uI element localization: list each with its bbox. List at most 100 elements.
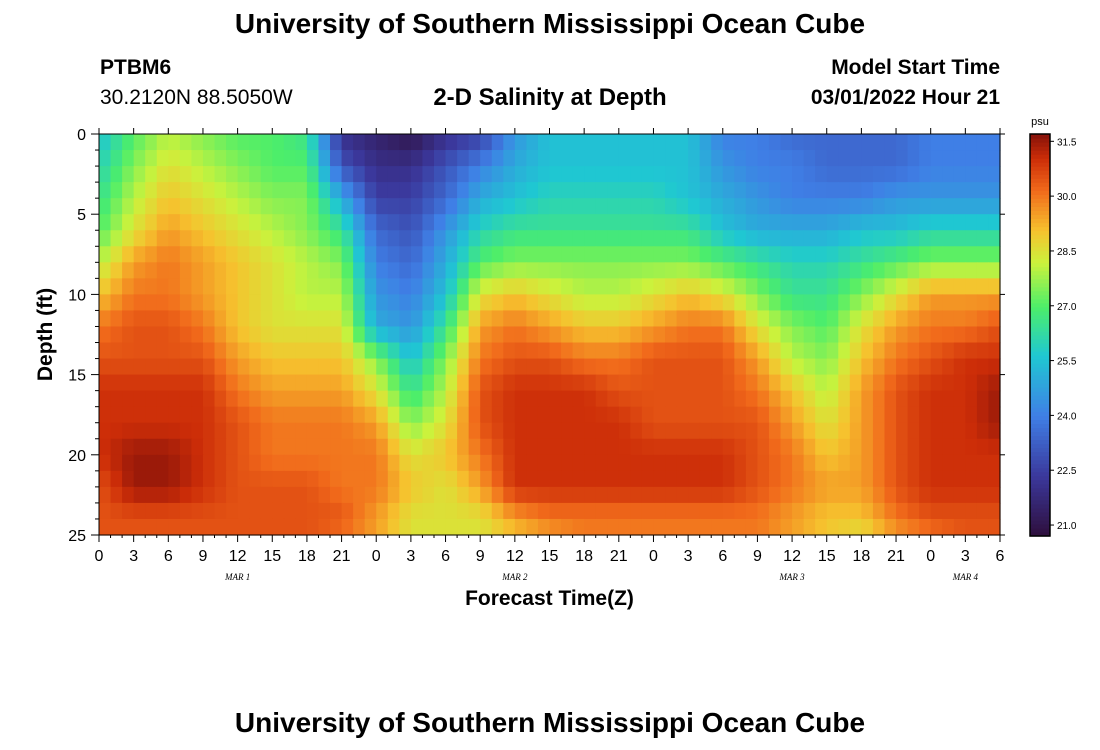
heatmap-cell [468, 326, 481, 344]
heatmap-cell [306, 262, 320, 279]
heatmap-cell [803, 438, 816, 456]
heatmap-cell [849, 294, 862, 312]
heatmap-cell [688, 486, 701, 504]
heatmap-cell [584, 438, 597, 456]
heatmap-cell [734, 422, 747, 440]
heatmap-cell [572, 422, 585, 440]
heatmap-cell [815, 294, 828, 312]
heatmap-cell [272, 486, 285, 504]
heatmap-cell [965, 486, 978, 504]
heatmap-cell [815, 310, 828, 328]
heatmap-cell [734, 294, 747, 312]
heatmap-cell [191, 262, 204, 279]
heatmap-cell [630, 198, 643, 215]
heatmap-cell [353, 486, 366, 504]
y-tick-label: 5 [77, 207, 86, 224]
heatmap-cell [722, 166, 735, 183]
heatmap-cell [191, 470, 204, 488]
heatmap-cell [330, 182, 343, 199]
heatmap-cell [249, 246, 262, 263]
heatmap-cell [676, 150, 689, 167]
heatmap-cell [768, 390, 782, 408]
heatmap-cell [387, 518, 400, 536]
heatmap-cell [896, 134, 909, 151]
heatmap-cell [561, 294, 574, 312]
heatmap-cell [849, 342, 862, 360]
heatmap-cell [249, 374, 262, 392]
heatmap-cell [214, 358, 227, 376]
heatmap-cell [122, 470, 135, 488]
heatmap-cell [757, 262, 770, 279]
heatmap-cell [907, 342, 920, 360]
heatmap-cell [803, 150, 816, 167]
heatmap-cell [249, 486, 262, 504]
heatmap-cell [641, 470, 655, 488]
heatmap-cell [768, 438, 782, 456]
heatmap-cell [884, 166, 897, 183]
heatmap-cell [237, 358, 250, 376]
heatmap-cell [699, 390, 712, 408]
heatmap-cell [202, 374, 216, 392]
heatmap-cell [399, 502, 412, 520]
heatmap-cell [676, 454, 689, 472]
heatmap-cell [584, 198, 597, 215]
heatmap-cell [191, 438, 204, 456]
x-axis-label: Forecast Time(Z) [465, 587, 634, 610]
heatmap-cell [422, 294, 435, 312]
heatmap-cell [641, 230, 655, 247]
x-tick-label: 6 [996, 548, 1005, 565]
heatmap-cell [768, 358, 782, 376]
heatmap-cell [838, 246, 851, 263]
heatmap-cell [584, 326, 597, 344]
heatmap-cell [202, 230, 216, 247]
heatmap-cell [272, 454, 285, 472]
heatmap-cell [722, 182, 735, 199]
heatmap-cell [503, 502, 516, 520]
heatmap-cell [607, 214, 620, 231]
heatmap-cell [376, 486, 389, 504]
heatmap-cell [283, 486, 296, 504]
heatmap-cell [399, 486, 412, 504]
heatmap-cell [491, 134, 504, 151]
colorbar-segment [1030, 355, 1050, 360]
heatmap-cell [838, 262, 851, 279]
heatmap-cell [295, 518, 308, 536]
heatmap-cell [179, 246, 193, 263]
heatmap-cell [457, 358, 470, 376]
heatmap-cell [826, 262, 839, 279]
heatmap-cell [549, 406, 562, 424]
heatmap-cell [907, 310, 920, 328]
heatmap-cell [896, 214, 909, 231]
colorbar-frame [1029, 133, 1051, 537]
heatmap-cell [156, 518, 169, 536]
heatmap-cell [676, 230, 689, 247]
heatmap-cell [295, 374, 308, 392]
heatmap-cell [953, 358, 966, 376]
heatmap-cell [561, 486, 574, 504]
heatmap-cell [202, 166, 216, 183]
heatmap-cell [133, 166, 146, 183]
heatmap-cell [815, 262, 828, 279]
heatmap-cell [330, 438, 343, 456]
heatmap-cell [353, 182, 366, 199]
heatmap-cell [110, 502, 123, 520]
heatmap-cell [202, 182, 216, 199]
heatmap-cell [214, 182, 227, 199]
heatmap-cell [468, 262, 481, 279]
heatmap-cell [202, 294, 216, 312]
heatmap-cell [699, 150, 712, 167]
heatmap-cell [445, 182, 458, 199]
heatmap-cell [803, 230, 816, 247]
heatmap-cell [595, 214, 608, 231]
heatmap-cell [965, 358, 978, 376]
heatmap-cell [907, 438, 920, 456]
heatmap-cell [803, 454, 816, 472]
heatmap-cell [803, 134, 816, 151]
heatmap-cell [526, 166, 539, 183]
heatmap-cell [768, 198, 782, 215]
heatmap-cell [387, 326, 400, 344]
heatmap-cell [884, 502, 897, 520]
heatmap-cell [179, 454, 193, 472]
heatmap-cell [376, 454, 389, 472]
heatmap-cell [237, 406, 250, 424]
